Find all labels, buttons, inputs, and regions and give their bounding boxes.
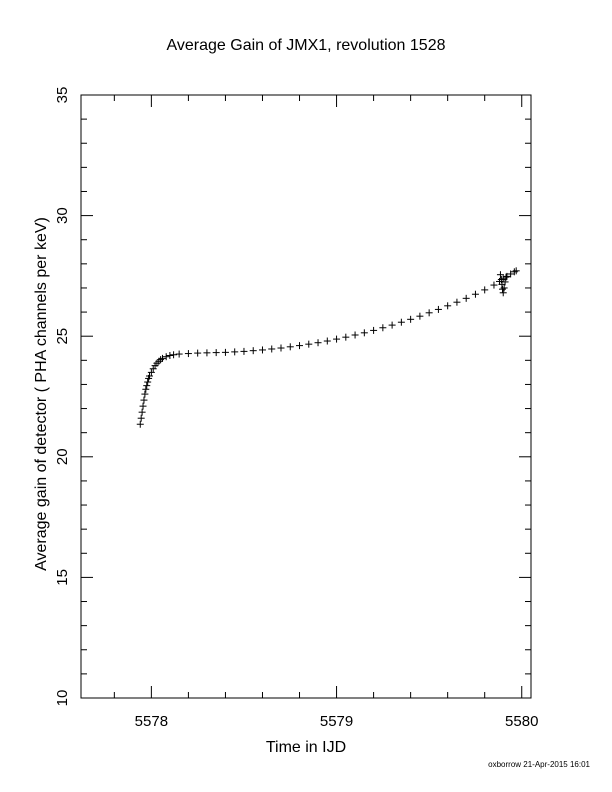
data-point xyxy=(397,318,405,326)
y-tick-label: 30 xyxy=(54,207,71,224)
data-point xyxy=(146,372,154,380)
data-point xyxy=(496,271,504,279)
data-point xyxy=(500,284,508,292)
y-tick-label: 15 xyxy=(54,569,71,586)
data-point xyxy=(481,286,489,294)
data-point xyxy=(471,290,479,298)
data-point xyxy=(212,349,220,357)
data-point xyxy=(143,382,151,390)
data-point xyxy=(203,349,211,357)
data-point xyxy=(296,342,304,350)
data-point xyxy=(277,344,285,352)
x-tick-label: 5580 xyxy=(505,713,538,730)
data-point xyxy=(501,278,509,286)
data-point xyxy=(490,281,498,289)
x-tick-label: 5578 xyxy=(135,713,168,730)
data-point xyxy=(323,337,331,345)
data-point xyxy=(149,365,157,373)
data-point xyxy=(342,333,350,341)
data-point xyxy=(333,335,341,343)
y-axis-label: Average gain of detector ( PHA channels … xyxy=(33,217,50,571)
plot-frame xyxy=(80,94,532,699)
data-point xyxy=(184,350,192,358)
data-point xyxy=(194,349,202,357)
data-point xyxy=(314,339,322,347)
data-point xyxy=(507,270,515,278)
data-point xyxy=(158,354,166,362)
data-point xyxy=(142,385,150,393)
data-point xyxy=(138,408,146,416)
tick-labels: 5578 5579 5580 10 15 20 25 30 35 xyxy=(54,87,538,730)
data-points xyxy=(136,267,520,428)
y-tick-label: 10 xyxy=(54,690,71,707)
axis-ticks xyxy=(81,94,531,699)
data-point xyxy=(136,420,144,428)
data-point xyxy=(512,267,520,275)
data-point xyxy=(453,298,461,306)
data-point xyxy=(388,321,396,329)
data-point xyxy=(166,351,174,359)
credit-footer: oxborrow 21-Apr-2015 16:01 xyxy=(488,760,590,769)
data-point xyxy=(162,353,170,361)
data-point xyxy=(407,315,415,323)
y-tick-label: 35 xyxy=(54,87,71,104)
data-point xyxy=(351,331,359,339)
data-point xyxy=(240,347,248,355)
data-point xyxy=(498,285,506,293)
data-point xyxy=(175,350,183,358)
data-point xyxy=(137,414,145,422)
data-point xyxy=(268,345,276,353)
data-point xyxy=(462,294,470,302)
data-point xyxy=(231,348,239,356)
data-point xyxy=(425,309,433,317)
data-point xyxy=(147,368,155,376)
data-point xyxy=(360,329,368,337)
data-point xyxy=(503,272,511,280)
data-point xyxy=(249,347,257,355)
data-point xyxy=(502,273,510,281)
data-point xyxy=(170,351,178,359)
data-point xyxy=(141,390,149,398)
x-axis-label: Time in IJD xyxy=(265,739,347,756)
data-point xyxy=(444,302,452,310)
data-point xyxy=(434,305,442,313)
data-point xyxy=(370,326,378,334)
data-point xyxy=(416,312,424,320)
chart-title: Average Gain of JMX1, revolution 1528 xyxy=(166,37,446,54)
y-tick-label: 20 xyxy=(54,448,71,465)
x-tick-label: 5579 xyxy=(320,713,353,730)
data-point xyxy=(499,289,507,297)
data-point xyxy=(305,340,313,348)
data-point xyxy=(140,396,148,404)
data-point xyxy=(221,348,229,356)
data-point xyxy=(139,402,147,410)
data-point xyxy=(379,324,387,332)
data-point xyxy=(286,343,294,351)
data-point xyxy=(258,346,266,354)
data-point xyxy=(497,276,505,284)
y-tick-label: 25 xyxy=(54,328,71,345)
data-point xyxy=(144,378,152,386)
